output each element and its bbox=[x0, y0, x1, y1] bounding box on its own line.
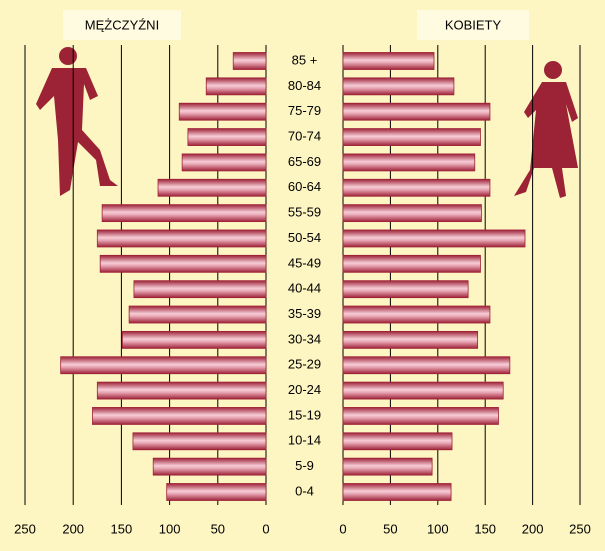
bar bbox=[342, 305, 491, 324]
x-tick-label: 50 bbox=[211, 521, 225, 536]
bar bbox=[342, 381, 504, 400]
x-tick-label: 0 bbox=[262, 521, 269, 536]
category-label: 70-74 bbox=[288, 128, 321, 143]
bar bbox=[342, 254, 481, 273]
bar bbox=[60, 356, 267, 375]
legend-box bbox=[63, 10, 181, 40]
bar bbox=[133, 280, 267, 299]
category-label: 45-49 bbox=[288, 255, 321, 270]
x-tick-label: 50 bbox=[383, 521, 397, 536]
x-tick-label: 150 bbox=[474, 521, 496, 536]
bar bbox=[128, 305, 267, 324]
bar bbox=[342, 483, 452, 501]
bar bbox=[187, 128, 267, 146]
x-tick-label: 250 bbox=[569, 521, 591, 536]
bar bbox=[157, 178, 267, 197]
woman-figure bbox=[514, 61, 578, 198]
panel-title: MĘŻCZYŹNI bbox=[85, 17, 159, 32]
x-tick-label: 0 bbox=[339, 521, 346, 536]
bar bbox=[342, 52, 435, 70]
bar bbox=[92, 407, 267, 425]
category-label: 80-84 bbox=[288, 78, 321, 93]
bar bbox=[166, 483, 267, 501]
bar bbox=[96, 229, 267, 248]
category-label: 75-79 bbox=[288, 103, 321, 118]
bar bbox=[96, 381, 267, 400]
bar bbox=[342, 128, 481, 146]
bar bbox=[342, 77, 455, 96]
bar bbox=[342, 178, 491, 197]
legend-box bbox=[417, 10, 529, 40]
bar bbox=[342, 153, 476, 172]
x-tick-label: 100 bbox=[427, 521, 449, 536]
bar bbox=[99, 254, 267, 273]
x-tick-label: 150 bbox=[111, 521, 133, 536]
bar bbox=[342, 330, 479, 349]
bar bbox=[342, 229, 526, 248]
category-label: 40-44 bbox=[288, 281, 321, 296]
category-label: 0-4 bbox=[295, 483, 314, 498]
bar bbox=[342, 280, 469, 299]
category-label: 35-39 bbox=[288, 306, 321, 321]
bar bbox=[342, 356, 511, 375]
x-tick-label: 200 bbox=[62, 521, 84, 536]
category-label: 50-54 bbox=[288, 230, 321, 245]
bar bbox=[342, 407, 499, 425]
bar bbox=[205, 77, 267, 96]
category-label: 55-59 bbox=[288, 205, 321, 220]
bar bbox=[132, 432, 267, 451]
bar bbox=[232, 52, 267, 70]
bar bbox=[152, 457, 267, 476]
category-label: 15-19 bbox=[288, 407, 321, 422]
category-label: 85 + bbox=[292, 52, 318, 67]
category-label: 30-34 bbox=[288, 331, 321, 346]
category-label: 25-29 bbox=[288, 357, 321, 372]
x-tick-label: 100 bbox=[159, 521, 181, 536]
man-figure bbox=[36, 47, 118, 196]
category-label: 60-64 bbox=[288, 179, 321, 194]
bar bbox=[101, 204, 267, 223]
bar bbox=[178, 102, 267, 121]
bar bbox=[342, 457, 433, 476]
bar bbox=[181, 153, 267, 172]
bar bbox=[342, 102, 491, 121]
x-tick-label: 250 bbox=[14, 521, 36, 536]
bar bbox=[342, 204, 482, 223]
category-label: 20-24 bbox=[288, 382, 321, 397]
x-tick-label: 200 bbox=[522, 521, 544, 536]
bar bbox=[121, 330, 267, 349]
category-label: 10-14 bbox=[288, 433, 321, 448]
bar bbox=[342, 432, 453, 451]
category-label: 5-9 bbox=[295, 458, 314, 473]
category-label: 65-69 bbox=[288, 154, 321, 169]
panel-title: KOBIETY bbox=[445, 17, 502, 32]
